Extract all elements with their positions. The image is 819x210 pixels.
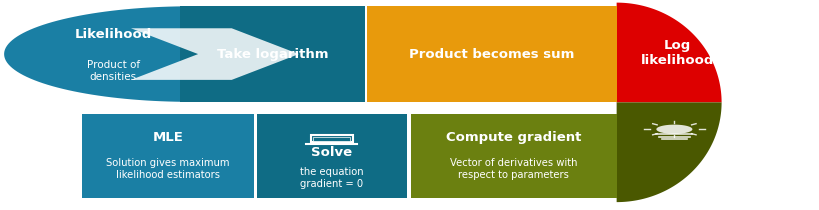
- Text: Log
likelihood: Log likelihood: [640, 38, 713, 67]
- Text: Vector of derivatives with
respect to parameters: Vector of derivatives with respect to pa…: [450, 158, 577, 180]
- Text: Product becomes sum: Product becomes sum: [409, 48, 574, 60]
- Polygon shape: [131, 28, 298, 80]
- Text: Product of
densities: Product of densities: [87, 60, 140, 82]
- Text: Likelihood: Likelihood: [75, 29, 152, 41]
- Polygon shape: [4, 6, 195, 102]
- Polygon shape: [616, 102, 721, 202]
- Polygon shape: [655, 125, 691, 134]
- Text: the equation
gradient = 0: the equation gradient = 0: [300, 168, 363, 189]
- FancyBboxPatch shape: [82, 114, 254, 198]
- Text: Solution gives maximum
likelihood estimators: Solution gives maximum likelihood estima…: [106, 158, 229, 180]
- FancyBboxPatch shape: [313, 137, 350, 141]
- Text: Take logarithm: Take logarithm: [217, 48, 328, 60]
- FancyBboxPatch shape: [410, 114, 616, 198]
- FancyBboxPatch shape: [180, 6, 364, 102]
- FancyBboxPatch shape: [367, 6, 616, 102]
- FancyBboxPatch shape: [256, 114, 406, 198]
- Text: Compute gradient: Compute gradient: [446, 131, 581, 144]
- Polygon shape: [616, 3, 721, 102]
- Text: Solve: Solve: [310, 146, 352, 159]
- Text: MLE: MLE: [152, 131, 183, 144]
